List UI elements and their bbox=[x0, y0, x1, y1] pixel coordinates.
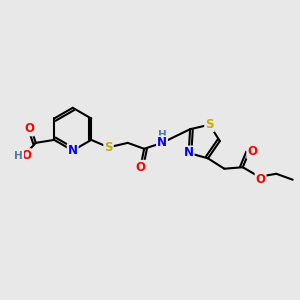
Text: O: O bbox=[136, 161, 146, 174]
Text: O: O bbox=[247, 145, 257, 158]
Text: H: H bbox=[158, 130, 166, 140]
Text: O: O bbox=[256, 172, 266, 186]
Text: S: S bbox=[104, 141, 113, 154]
Text: N: N bbox=[157, 136, 167, 149]
Text: O: O bbox=[21, 149, 31, 162]
Text: O: O bbox=[24, 122, 34, 135]
Text: H: H bbox=[14, 151, 23, 160]
Text: N: N bbox=[68, 144, 78, 157]
Text: S: S bbox=[205, 118, 214, 131]
Text: N: N bbox=[184, 146, 194, 160]
